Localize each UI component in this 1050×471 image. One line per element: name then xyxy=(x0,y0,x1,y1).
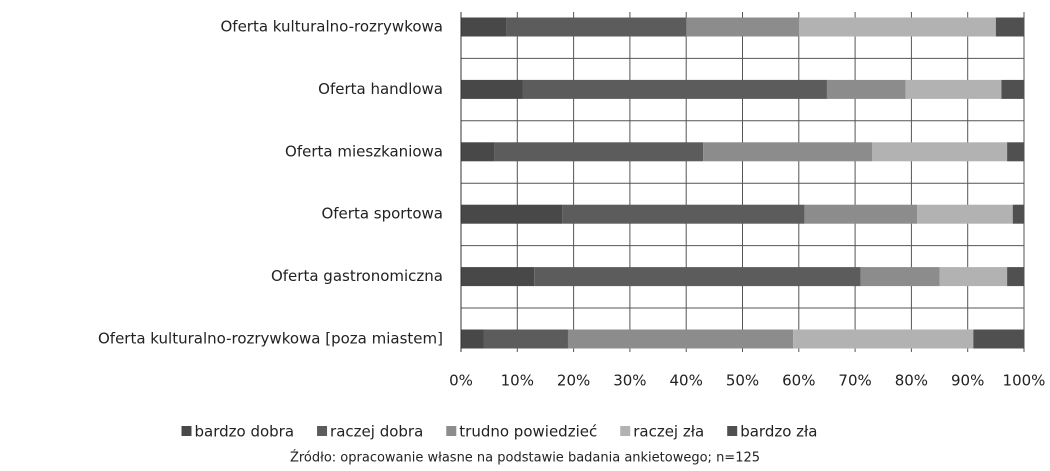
x-tick-label: 60% xyxy=(782,372,815,390)
bar-segment xyxy=(461,329,484,349)
x-tick-label: 100% xyxy=(1003,372,1046,390)
x-tick-label: 10% xyxy=(501,372,534,390)
bar-segment xyxy=(1001,79,1024,99)
bar-segment xyxy=(461,267,535,287)
x-tick-label: 90% xyxy=(951,372,984,390)
legend-swatch xyxy=(727,426,738,436)
bar-segment xyxy=(793,329,974,349)
bar-segment xyxy=(461,204,563,224)
legend-swatch xyxy=(620,426,631,436)
x-tick-label: 80% xyxy=(895,372,928,390)
legend-label: trudno powiedzieć xyxy=(459,423,597,441)
source-note: Źródło: opracowanie własne na podstawie … xyxy=(290,450,760,466)
bar-segment xyxy=(522,79,827,99)
x-tick-label: 30% xyxy=(613,372,646,390)
bar-segment xyxy=(1007,267,1024,287)
bar-segment xyxy=(534,267,861,287)
legend-swatch xyxy=(181,426,192,436)
legend-label: raczej dobra xyxy=(330,423,423,441)
x-tick-label: 50% xyxy=(726,372,759,390)
y-tick-label: Oferta kulturalno-rozrywkowa [poza miast… xyxy=(98,330,443,348)
bar-segment xyxy=(826,79,906,99)
y-tick-label: Oferta mieszkaniowa xyxy=(285,142,443,160)
bar-segment xyxy=(939,267,1008,287)
bar-segment xyxy=(804,204,918,224)
legend-label: bardzo dobra xyxy=(195,423,295,441)
legend-swatch xyxy=(317,426,328,436)
x-tick-label: 40% xyxy=(670,372,703,390)
y-tick-label: Oferta gastronomiczna xyxy=(271,267,443,285)
bar-segment xyxy=(461,79,523,99)
bar-segment xyxy=(871,142,1008,162)
bar-segment xyxy=(917,204,1013,224)
legend-label: bardzo zła xyxy=(740,423,817,441)
bar-segment xyxy=(860,267,940,287)
bar-segment xyxy=(905,79,1002,99)
bar-segment xyxy=(703,142,872,162)
y-tick-label: Oferta kulturalno-rozrywkowa xyxy=(220,18,443,36)
bar-segment xyxy=(1007,142,1024,162)
bar-segment xyxy=(567,329,794,349)
y-tick-label: Oferta handlowa xyxy=(318,80,443,98)
bar-segment xyxy=(798,17,996,37)
bar-segment xyxy=(506,17,687,37)
bar-segment xyxy=(995,17,1024,37)
bar-segment xyxy=(562,204,805,224)
y-tick-label: Oferta sportowa xyxy=(321,205,443,223)
x-tick-label: 0% xyxy=(449,372,473,390)
x-tick-label: 70% xyxy=(838,372,871,390)
bar-segment xyxy=(461,17,507,37)
bar-segment xyxy=(1012,204,1024,224)
bar-segment xyxy=(973,329,1024,349)
bar-segment xyxy=(686,17,799,37)
x-tick-label: 20% xyxy=(557,372,590,390)
legend-label: raczej zła xyxy=(633,423,704,441)
bar-segment xyxy=(461,142,495,162)
bar-segment xyxy=(483,329,568,349)
bar-segment xyxy=(494,142,704,162)
legend-swatch xyxy=(446,426,457,436)
